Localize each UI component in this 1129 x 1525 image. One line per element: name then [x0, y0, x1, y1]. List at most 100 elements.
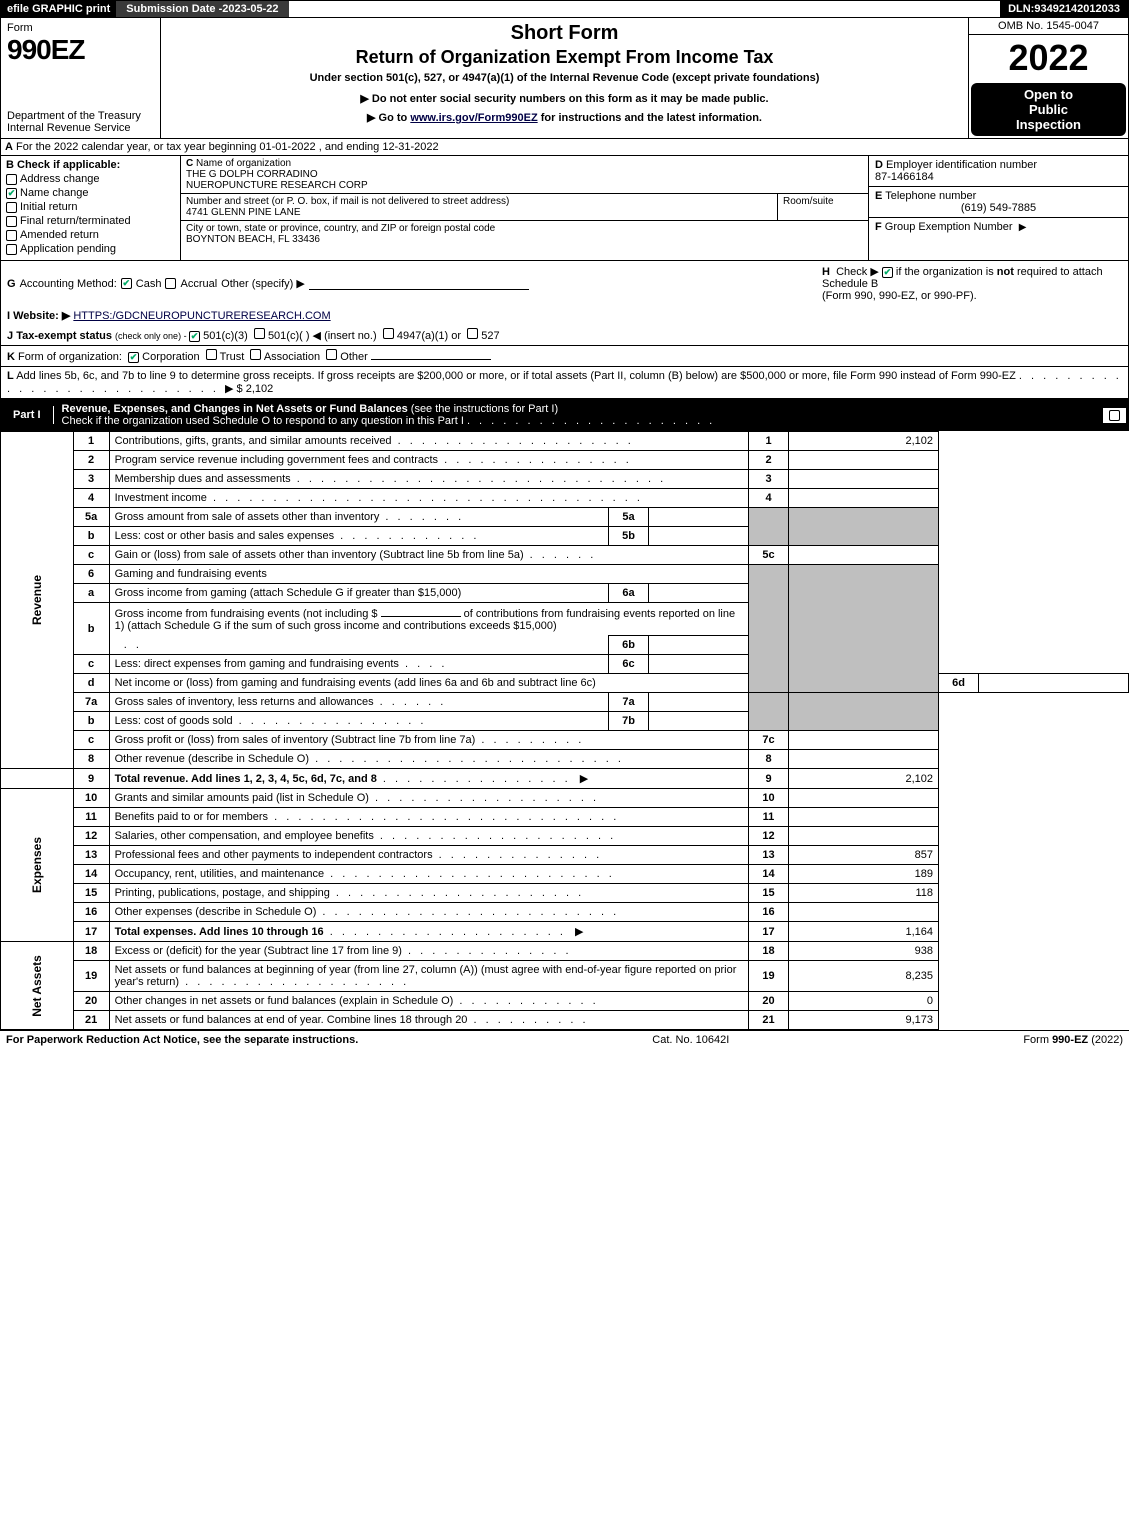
- ln-7a: 7a: [73, 693, 109, 712]
- sidebar-netassets: Net Assets: [1, 942, 74, 1030]
- ln-20: 20: [73, 992, 109, 1011]
- short-form-title: Short Form: [511, 22, 619, 45]
- chk-final-return[interactable]: Final return/terminated: [6, 215, 175, 227]
- val-3: [789, 470, 939, 489]
- opt-other-k: Other: [340, 351, 368, 363]
- checkbox-cash-icon[interactable]: ✔: [121, 278, 132, 289]
- line-g-letter: G: [7, 278, 16, 290]
- bcdef-block: B Check if applicable: Address change ✔N…: [0, 156, 1129, 261]
- num-10: 10: [749, 789, 789, 808]
- chk-name-change[interactable]: ✔Name change: [6, 187, 175, 199]
- val-19: 8,235: [789, 961, 939, 992]
- desc-1: Contributions, gifts, grants, and simila…: [109, 432, 748, 451]
- desc-21: Net assets or fund balances at end of ye…: [109, 1011, 748, 1030]
- dots: . . . . . . . . . . . . . . . . . . . . …: [316, 906, 619, 918]
- box-e-letter: E: [875, 190, 882, 202]
- checkbox-icon: [6, 244, 17, 255]
- checkbox-accrual-icon[interactable]: [165, 278, 176, 289]
- checkbox-501c3-icon[interactable]: ✔: [189, 331, 200, 342]
- part-i-checkbox[interactable]: [1102, 407, 1127, 424]
- subval-6b: [649, 636, 749, 655]
- city-value: BOYNTON BEACH, FL 33436: [186, 234, 320, 245]
- desc-13: Professional fees and other payments to …: [109, 846, 748, 865]
- subval-7b: [649, 712, 749, 731]
- chk-amended-return[interactable]: Amended return: [6, 229, 175, 241]
- checkbox-trust-icon[interactable]: [206, 349, 217, 360]
- chk-initial-return[interactable]: Initial return: [6, 201, 175, 213]
- checkbox-icon: [6, 202, 17, 213]
- dots: . . . . . . . . . . . .: [334, 530, 479, 542]
- instr2-suffix: for instructions and the latest informat…: [541, 112, 762, 124]
- irs-link[interactable]: www.irs.gov/Form990EZ: [410, 112, 537, 124]
- chk-application-pending[interactable]: Application pending: [6, 243, 175, 255]
- header-right: OMB No. 1545-0047 2022 Open to Public In…: [968, 18, 1128, 138]
- desc-14-text: Occupancy, rent, utilities, and maintena…: [115, 868, 325, 880]
- ln-8: 8: [73, 750, 109, 769]
- val-12: [789, 827, 939, 846]
- website-link[interactable]: HTTPS:/GDCNEUROPUNCTURERESEARCH.COM: [73, 310, 330, 322]
- desc-14: Occupancy, rent, utilities, and maintena…: [109, 865, 748, 884]
- submission-date-label: Submission Date -: [126, 3, 222, 15]
- shaded-5v: [789, 508, 939, 546]
- row-21: 21 Net assets or fund balances at end of…: [1, 1011, 1129, 1030]
- checkbox-h-icon[interactable]: ✔: [882, 267, 893, 278]
- row-13: 13 Professional fees and other payments …: [1, 846, 1129, 865]
- checkbox-527-icon[interactable]: [467, 328, 478, 339]
- dots: . . . . . . . . . . . . . . . .: [233, 715, 427, 727]
- desc-2: Program service revenue including govern…: [109, 451, 748, 470]
- desc-5c-text: Gain or (loss) from sale of assets other…: [115, 549, 524, 561]
- chk-address-change[interactable]: Address change: [6, 173, 175, 185]
- opt-assoc: Association: [264, 351, 320, 363]
- desc-6a: Gross income from gaming (attach Schedul…: [109, 584, 608, 603]
- desc-19: Net assets or fund balances at beginning…: [109, 961, 748, 992]
- row-11: 11 Benefits paid to or for members . . .…: [1, 808, 1129, 827]
- ln-4: 4: [73, 489, 109, 508]
- ln-5a: 5a: [73, 508, 109, 527]
- checkbox-501c-icon[interactable]: [254, 328, 265, 339]
- val-16: [789, 903, 939, 922]
- ein-value: 87-1466184: [875, 171, 934, 183]
- checkbox-icon: [6, 216, 17, 227]
- dots: . . . . . . . . . . . . . . . . . . . .: [374, 830, 616, 842]
- row-5a: 5a Gross amount from sale of assets othe…: [1, 508, 1129, 527]
- open-public-inspection: Open to Public Inspection: [971, 83, 1126, 136]
- line-l-text: Add lines 5b, 6c, and 7b to line 9 to de…: [16, 370, 1016, 382]
- num-9: 9: [749, 769, 789, 789]
- num-17: 17: [749, 922, 789, 942]
- box-d-label: Employer identification number: [886, 159, 1037, 171]
- dots: . . . . . . .: [379, 511, 464, 523]
- dots: . . . . . . . . . . . . . . . . . . . .: [392, 435, 634, 447]
- val-8: [789, 750, 939, 769]
- ln-2: 2: [73, 451, 109, 470]
- sub-6c: 6c: [609, 655, 649, 674]
- ln-3: 3: [73, 470, 109, 489]
- header-middle: Short Form Return of Organization Exempt…: [161, 18, 968, 138]
- desc-6c: Less: direct expenses from gaming and fu…: [109, 655, 608, 674]
- checkbox-4947-icon[interactable]: [383, 328, 394, 339]
- row-3: 3 Membership dues and assessments . . . …: [1, 470, 1129, 489]
- ln-13: 13: [73, 846, 109, 865]
- sidebar-revenue: Revenue: [1, 432, 74, 769]
- desc-11-text: Benefits paid to or for members: [115, 811, 268, 823]
- other-org-blank: [371, 349, 491, 360]
- ln-19: 19: [73, 961, 109, 992]
- checkbox-assoc-icon[interactable]: [250, 349, 261, 360]
- sub-6b: 6b: [609, 636, 649, 655]
- part-i-header: Part I Revenue, Expenses, and Changes in…: [0, 399, 1129, 431]
- desc-18-text: Excess or (deficit) for the year (Subtra…: [115, 945, 402, 957]
- ln-5b: b: [73, 527, 109, 546]
- line-g-label: Accounting Method:: [20, 278, 117, 290]
- num-16: 16: [749, 903, 789, 922]
- checkbox-other-icon[interactable]: [326, 349, 337, 360]
- dots: . . . . . .: [524, 549, 597, 561]
- checkbox-corp-icon[interactable]: ✔: [128, 352, 139, 363]
- dots: . .: [124, 639, 142, 651]
- line-j: J Tax-exempt status (check only one) - ✔…: [0, 325, 1129, 345]
- line-k-letter: K: [7, 351, 15, 363]
- line-h-text2: if the organization is: [896, 266, 997, 278]
- desc-7a-text: Gross sales of inventory, less returns a…: [115, 696, 374, 708]
- box-f-label: Group Exemption Number: [885, 221, 1013, 233]
- return-title: Return of Organization Exempt From Incom…: [356, 47, 774, 68]
- line-k: K Form of organization: ✔ Corporation Tr…: [0, 345, 1129, 366]
- row-6a: a Gross income from gaming (attach Sched…: [1, 584, 1129, 603]
